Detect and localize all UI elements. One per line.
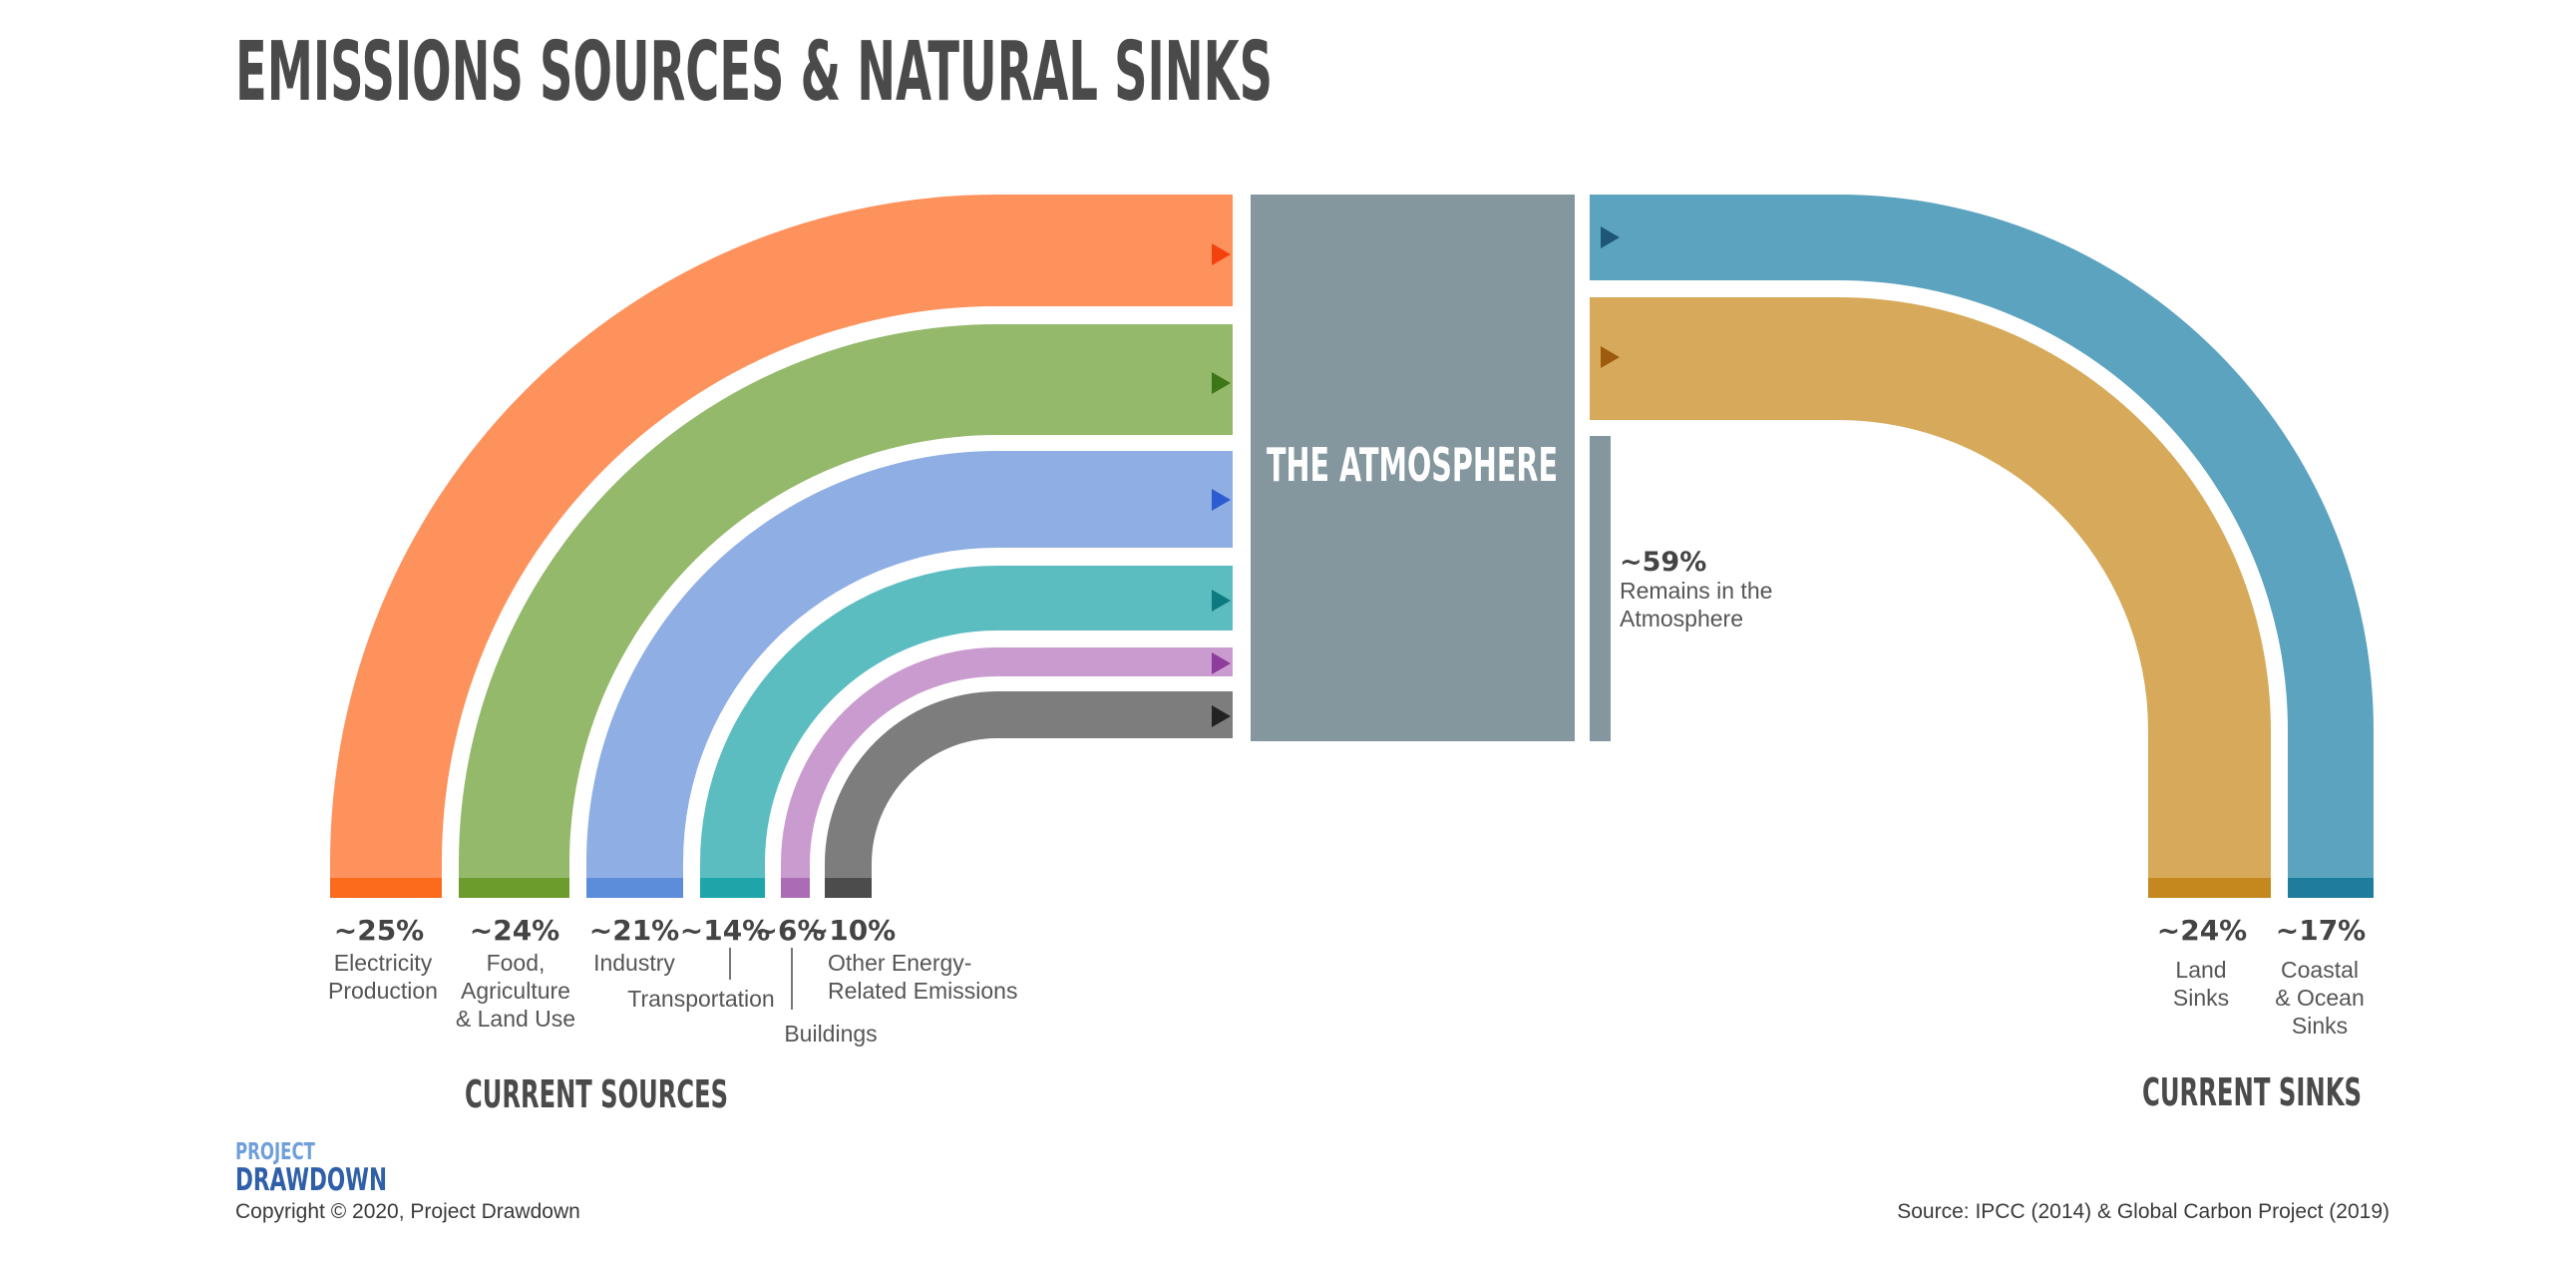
source-label: Industry [593, 950, 675, 976]
arrow-right-icon [1601, 226, 1620, 248]
atmosphere-box [1251, 195, 1575, 741]
sink-percent: ~24% [2157, 914, 2247, 947]
sink-label: & Ocean [2275, 985, 2365, 1011]
remains-percent: ~59% [1620, 547, 1706, 578]
source-label: & Land Use [456, 1006, 575, 1032]
source-band-buildings [781, 647, 1233, 878]
source-band-other-energy [825, 691, 1233, 878]
project-drawdown-logo: PROJECT DRAWDOWN [235, 1139, 387, 1198]
sink-band-coastal-ocean [1590, 195, 2374, 878]
source-percent: ~21% [589, 914, 679, 947]
remains-bar [1590, 436, 1611, 741]
source-percent: ~6% [755, 914, 826, 947]
arrow-right-icon [1212, 372, 1231, 394]
copyright: Copyright © 2020, Project Drawdown [235, 1200, 580, 1223]
atmosphere-label: THE ATMOSPHERE [1267, 438, 1558, 492]
sink-base-coastal-ocean [2288, 878, 2374, 898]
sink-percent: ~17% [2276, 914, 2366, 947]
source-percent: ~10% [806, 914, 896, 947]
remains-label-line2: Atmosphere [1620, 606, 1743, 631]
current-sinks-heading: CURRENT SINKS [2142, 1070, 2362, 1114]
source-base-transportation [700, 878, 765, 898]
source-label: Transportation [627, 986, 774, 1012]
sink-band-land [1590, 297, 2271, 878]
sink-label: Coastal [2281, 957, 2359, 983]
source-label: Buildings [784, 1021, 877, 1047]
source-base-electricity [330, 878, 442, 898]
source-label: Related Emissions [828, 978, 1017, 1004]
sink-label: Sinks [2292, 1013, 2348, 1039]
source-band-electricity [330, 195, 1233, 878]
logo-line1: PROJECT [235, 1139, 315, 1165]
source-band-transportation [700, 566, 1233, 878]
sink-base-land [2148, 878, 2271, 898]
source-percent: ~24% [470, 914, 559, 947]
source-base-buildings [781, 878, 810, 898]
source-percent: ~25% [334, 914, 424, 947]
source-label: Food, [487, 950, 546, 976]
source-base-other-energy [825, 878, 872, 898]
source-label: Production [328, 978, 438, 1004]
source-label: Electricity [334, 950, 433, 976]
logo-line2: DRAWDOWN [235, 1162, 387, 1198]
arrow-right-icon [1212, 489, 1231, 511]
arrow-right-icon [1212, 705, 1231, 727]
sink-label: Sinks [2173, 985, 2229, 1011]
source-label: Other Energy- [828, 950, 971, 976]
current-sources-heading: CURRENT SOURCES [465, 1072, 728, 1116]
source-band-food-agriculture [459, 324, 1233, 878]
source-base-industry [586, 878, 683, 898]
source-percent: ~14% [680, 914, 770, 947]
arrow-right-icon [1212, 590, 1231, 612]
source-credit: Source: IPCC (2014) & Global Carbon Proj… [1897, 1200, 2390, 1223]
remains-label-line1: Remains in the [1620, 578, 1772, 604]
source-band-industry [586, 451, 1233, 878]
arrow-right-icon [1212, 652, 1231, 674]
source-label: Agriculture [461, 978, 570, 1004]
page-title: EMISSIONS SOURCES & NATURAL SINKS [235, 25, 1273, 120]
arrow-right-icon [1212, 243, 1231, 265]
arrow-right-icon [1601, 346, 1620, 368]
sink-label: Land [2175, 957, 2226, 983]
source-base-food-agriculture [459, 878, 569, 898]
